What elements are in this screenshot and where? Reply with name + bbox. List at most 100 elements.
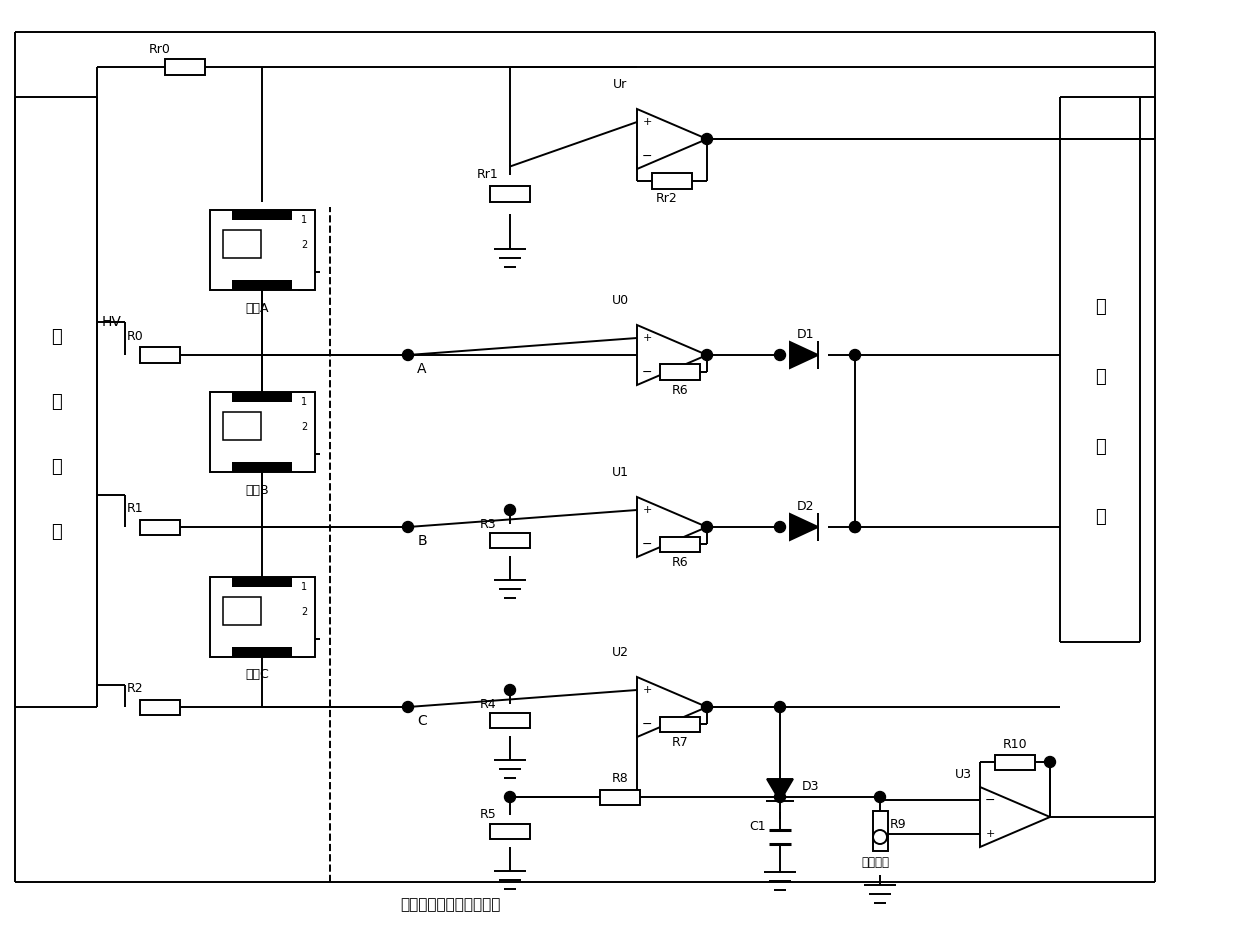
Bar bbox=[223, 597, 260, 625]
Bar bbox=[165, 59, 205, 74]
Text: −: − bbox=[642, 365, 652, 378]
Text: D3: D3 bbox=[802, 781, 820, 794]
Text: R3: R3 bbox=[480, 517, 496, 530]
Circle shape bbox=[702, 522, 713, 532]
Text: R4: R4 bbox=[480, 697, 496, 710]
Text: R6: R6 bbox=[672, 384, 688, 397]
Text: +: + bbox=[642, 117, 652, 127]
Text: 块: 块 bbox=[1095, 508, 1105, 526]
Bar bbox=[223, 412, 260, 440]
Text: Rr1: Rr1 bbox=[477, 169, 498, 182]
Text: 显: 显 bbox=[1095, 298, 1105, 316]
Circle shape bbox=[874, 792, 885, 803]
Circle shape bbox=[849, 349, 861, 361]
Polygon shape bbox=[637, 497, 707, 557]
Text: 钛泵C: 钛泵C bbox=[246, 668, 269, 681]
Bar bbox=[232, 392, 291, 402]
Text: +: + bbox=[642, 333, 652, 343]
Circle shape bbox=[775, 349, 785, 361]
Text: R8: R8 bbox=[611, 772, 629, 785]
Bar bbox=[223, 230, 260, 258]
Text: D1: D1 bbox=[797, 328, 815, 341]
Bar bbox=[232, 462, 291, 472]
Text: 1: 1 bbox=[301, 582, 308, 592]
Text: −: − bbox=[985, 794, 996, 806]
Bar bbox=[873, 811, 888, 851]
Text: +: + bbox=[642, 505, 652, 515]
Text: 电: 电 bbox=[51, 458, 61, 476]
Text: U3: U3 bbox=[955, 768, 971, 781]
Bar bbox=[490, 713, 529, 728]
Text: R2: R2 bbox=[126, 682, 144, 695]
Text: −: − bbox=[642, 717, 652, 730]
Circle shape bbox=[403, 522, 413, 532]
Text: A: A bbox=[417, 362, 427, 376]
Text: D2: D2 bbox=[797, 501, 815, 514]
Text: R9: R9 bbox=[889, 819, 906, 832]
Bar bbox=[660, 717, 701, 731]
Text: 2: 2 bbox=[301, 422, 308, 432]
Polygon shape bbox=[637, 325, 707, 385]
Text: Rr2: Rr2 bbox=[656, 193, 678, 206]
Bar bbox=[210, 210, 315, 290]
Bar bbox=[660, 537, 701, 552]
Bar bbox=[600, 790, 640, 805]
Text: 1: 1 bbox=[301, 397, 308, 407]
Circle shape bbox=[1044, 756, 1055, 768]
Text: 模: 模 bbox=[1095, 438, 1105, 456]
Text: R6: R6 bbox=[672, 555, 688, 568]
Circle shape bbox=[505, 684, 516, 695]
Bar bbox=[994, 755, 1035, 769]
Text: R0: R0 bbox=[126, 331, 144, 344]
Bar bbox=[232, 577, 291, 587]
Circle shape bbox=[505, 792, 516, 803]
Polygon shape bbox=[637, 109, 707, 169]
Circle shape bbox=[505, 504, 516, 515]
Text: 示: 示 bbox=[1095, 368, 1105, 386]
Bar bbox=[232, 280, 291, 290]
Circle shape bbox=[403, 349, 413, 361]
Bar bbox=[652, 173, 692, 188]
Text: R10: R10 bbox=[1003, 738, 1027, 751]
Text: 源: 源 bbox=[51, 523, 61, 541]
Polygon shape bbox=[790, 514, 818, 540]
Text: 钛泵A: 钛泵A bbox=[246, 301, 269, 314]
Circle shape bbox=[775, 522, 785, 532]
Text: U2: U2 bbox=[611, 645, 629, 658]
Circle shape bbox=[775, 702, 785, 713]
Bar bbox=[660, 364, 701, 379]
Polygon shape bbox=[637, 677, 707, 737]
Text: −: − bbox=[642, 538, 652, 551]
Bar bbox=[210, 392, 315, 472]
Circle shape bbox=[849, 522, 861, 532]
Polygon shape bbox=[790, 342, 818, 368]
Text: Rr0: Rr0 bbox=[149, 43, 171, 56]
Bar bbox=[490, 186, 529, 201]
Text: B: B bbox=[417, 534, 427, 548]
Bar bbox=[490, 532, 529, 548]
Circle shape bbox=[702, 702, 713, 713]
Circle shape bbox=[775, 792, 785, 803]
Text: HV: HV bbox=[102, 315, 122, 329]
Bar bbox=[140, 348, 180, 362]
Text: 2: 2 bbox=[301, 240, 308, 250]
Circle shape bbox=[702, 133, 713, 145]
Text: U0: U0 bbox=[611, 294, 629, 307]
Text: 钛泵的电压调节反馈信号: 钛泵的电压调节反馈信号 bbox=[399, 897, 500, 912]
Circle shape bbox=[403, 702, 413, 713]
Text: 1: 1 bbox=[301, 215, 308, 225]
Text: 参考电压: 参考电压 bbox=[861, 856, 889, 869]
Polygon shape bbox=[980, 787, 1050, 847]
Text: U1: U1 bbox=[611, 465, 629, 478]
Text: 钛泵B: 钛泵B bbox=[246, 484, 269, 497]
Circle shape bbox=[702, 349, 713, 361]
Circle shape bbox=[849, 522, 861, 532]
Text: 2: 2 bbox=[301, 607, 308, 617]
Text: +: + bbox=[642, 685, 652, 695]
Text: +: + bbox=[986, 829, 994, 839]
Bar bbox=[140, 519, 180, 535]
Bar bbox=[490, 823, 529, 839]
Text: C1: C1 bbox=[750, 820, 766, 833]
Bar bbox=[232, 647, 291, 657]
Polygon shape bbox=[768, 779, 794, 801]
